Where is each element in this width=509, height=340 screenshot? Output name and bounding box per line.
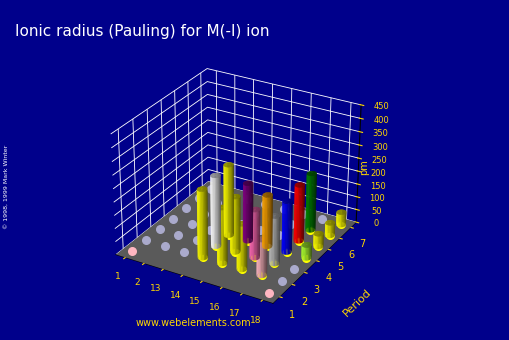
Y-axis label: Period: Period [341,287,373,319]
Text: © 1998, 1999 Mark Winter: © 1998, 1999 Mark Winter [4,145,9,229]
Text: www.webelements.com: www.webelements.com [136,318,251,328]
Text: pm: pm [358,159,369,175]
Text: Ionic radius (Pauling) for M(-I) ion: Ionic radius (Pauling) for M(-I) ion [15,24,269,39]
